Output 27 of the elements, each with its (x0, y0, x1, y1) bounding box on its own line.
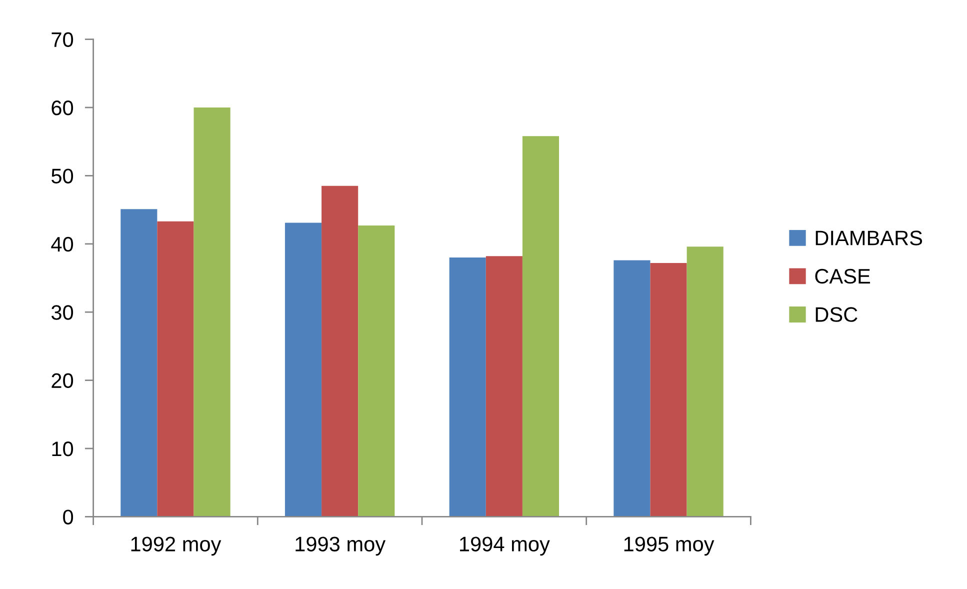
bar (120, 209, 158, 517)
legend-label: DIAMBARS (816, 230, 922, 246)
y-tick-label: 30 (51, 305, 74, 320)
bar (358, 225, 395, 517)
bar (650, 262, 687, 517)
x-tick-label: 1994 moy (460, 536, 550, 556)
x-tick-label: 1995 moy (624, 536, 714, 556)
y-tick-label: 20 (52, 373, 74, 388)
bar (322, 186, 358, 517)
legend-label: DSC (816, 307, 858, 322)
y-tick-label: 50 (52, 168, 74, 184)
y-tick-label: 40 (51, 236, 74, 252)
bar (614, 260, 650, 517)
x-tick-label: 1992 moy (131, 536, 222, 556)
bar (686, 246, 724, 517)
bar (157, 221, 194, 517)
y-tick-label: 0 (63, 510, 74, 524)
bar (522, 136, 560, 517)
y-tick-label: 70 (52, 32, 74, 48)
bar (284, 222, 322, 517)
bar (449, 258, 486, 517)
bar (194, 108, 230, 517)
bar (486, 256, 522, 517)
y-tick-label: 10 (52, 442, 74, 456)
y-tick-label: 60 (52, 100, 74, 116)
x-tick-label: 1993 moy (296, 536, 386, 556)
legend-label: CASE (815, 268, 870, 284)
